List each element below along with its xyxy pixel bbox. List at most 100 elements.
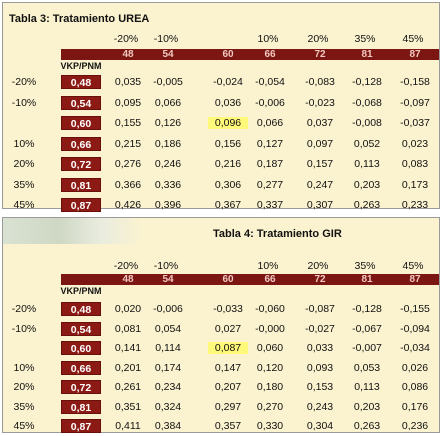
table-cell: 0,233 (401, 199, 429, 211)
table-cell: 0,066 (256, 117, 284, 129)
column-value-header: 48 54 60 66 72 81 87 (61, 49, 439, 60)
column-value-label: 72 (314, 49, 326, 60)
table-cell: 0,277 (256, 178, 284, 191)
table-cell: 0,203 (353, 178, 381, 191)
table-cell: -0,158 (400, 76, 430, 88)
table-cell: -0,006 (153, 303, 183, 315)
column-value-label: 66 (264, 49, 276, 60)
column-percent-label: 45% (402, 260, 424, 272)
table-cell: -0,128 (352, 303, 382, 315)
row-value-box: 0,72 (61, 157, 101, 171)
table-3-title: Tabla 3: Tratamiento UREA (9, 13, 150, 25)
table-cell: -0,024 (213, 76, 243, 88)
table-cell: 0,020 (114, 303, 142, 315)
column-value-label: 66 (264, 274, 276, 285)
table-cell: 0,307 (306, 199, 334, 211)
row-value-box: 0,48 (61, 302, 101, 316)
table-cell: 0,234 (154, 381, 182, 393)
row-percent-label: 20% (13, 158, 35, 170)
column-value-label: 87 (409, 274, 421, 285)
table-cell: 0,023 (401, 137, 429, 150)
table-cell: 0,215 (114, 137, 142, 150)
table-cell: -0,000 (255, 322, 285, 335)
column-percent-label: -20% (113, 33, 139, 45)
table-cell: 0,366 (114, 178, 142, 191)
table-cell: -0,037 (400, 117, 430, 129)
row-percent-label: 45% (13, 199, 35, 211)
column-value-label: 54 (162, 49, 174, 60)
column-percent-label: 35% (354, 260, 376, 272)
table-cell: -0,034 (400, 342, 430, 354)
row-value-box: 0,60 (61, 116, 101, 130)
table-cell: 0,083 (401, 158, 429, 170)
column-value-label: 60 (222, 49, 234, 60)
table-cell: 0,201 (114, 361, 142, 374)
table-cell: 0,054 (154, 322, 182, 335)
table-cell: 0,036 (214, 96, 242, 109)
table-cell: 0,176 (401, 400, 429, 413)
table-cell: -0,067 (352, 322, 382, 335)
table-cell: -0,006 (255, 96, 285, 109)
table-cell: 0,035 (114, 76, 142, 88)
table-cell: 0,203 (353, 400, 381, 413)
table-cell: 0,173 (401, 178, 429, 191)
row-value-box: 0,54 (61, 95, 101, 110)
row-percent-label: 10% (13, 137, 35, 150)
column-percent-label: -10% (153, 260, 179, 272)
table-cell: -0,007 (352, 342, 382, 354)
column-percent-label: 10% (257, 33, 279, 45)
table-cell: 0,180 (256, 381, 284, 393)
table-cell: 0,027 (214, 322, 242, 335)
column-value-label: 54 (162, 274, 174, 285)
row-value-box: 0,66 (61, 360, 101, 375)
table-cell: 0,306 (214, 178, 242, 191)
table-cell: -0,005 (153, 76, 183, 88)
table-cell: 0,263 (353, 199, 381, 211)
table-cell: 0,297 (214, 400, 242, 413)
table-cell: 0,384 (154, 420, 182, 432)
table-cell: 0,113 (354, 158, 380, 170)
vkp-pnm-label: VKP/PNM (60, 61, 102, 71)
table-cell: 0,261 (114, 381, 142, 393)
row-value-box: 0,72 (61, 380, 101, 394)
row-value-box: 0,81 (61, 399, 101, 414)
table-cell: 0,270 (256, 400, 284, 413)
table-cell: 0,304 (306, 420, 334, 432)
table-cell: -0,054 (255, 76, 285, 88)
table-cell: 0,337 (256, 199, 284, 211)
table-cell: 0,156 (214, 137, 242, 150)
table-cell: 0,396 (154, 199, 182, 211)
column-value-label: 48 (122, 274, 134, 285)
table-cell: 0,157 (306, 158, 334, 170)
table-cell: 0,053 (353, 361, 381, 374)
table-cell: -0,027 (305, 322, 335, 335)
row-value-box: 0,54 (61, 321, 101, 336)
table-cell: 0,246 (154, 158, 182, 170)
column-percent-label: -20% (113, 260, 139, 272)
vkp-pnm-label: VKP/PNM (60, 286, 102, 296)
column-value-label: 60 (222, 274, 234, 285)
table-cell: 0,367 (214, 199, 242, 211)
row-value-box: 0,48 (61, 75, 101, 89)
table-cell: 0,026 (401, 361, 429, 374)
column-value-label: 81 (361, 49, 373, 60)
table-4-panel: Tabla 4: Tratamiento GIR -20% -10% 10% 20% 3… (2, 217, 440, 433)
column-percent-label: 10% (257, 260, 279, 272)
table-cell: 0,186 (154, 137, 182, 150)
row-percent-label: -20% (11, 76, 37, 88)
table-cell: 0,033 (306, 342, 334, 354)
table-cell: -0,128 (352, 76, 382, 88)
table-cell: 0,037 (306, 117, 334, 129)
table-cell: 0,263 (353, 420, 381, 432)
row-percent-label: 45% (13, 420, 35, 432)
table-cell: 0,127 (256, 137, 284, 150)
table-cell: 0,187 (256, 158, 284, 170)
table-cell: -0,155 (400, 303, 430, 315)
table-cell: 0,126 (154, 117, 182, 129)
table-cell: 0,113 (354, 381, 380, 393)
table-cell: 0,276 (114, 158, 142, 170)
table-cell: 0,330 (256, 420, 284, 432)
table-cell: -0,068 (352, 96, 382, 109)
table-cell: 0,243 (306, 400, 334, 413)
table-cell: -0,083 (305, 76, 335, 88)
